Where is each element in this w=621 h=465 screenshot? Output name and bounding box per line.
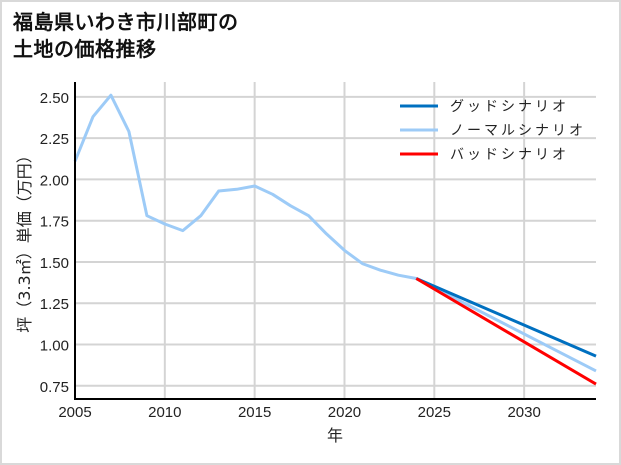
chart-title-line1: 福島県いわき市川部町の	[13, 10, 239, 34]
axes	[74, 82, 596, 400]
x-tick-label: 2010	[148, 404, 181, 421]
y-axis-label: 坪（3.3㎡）単価（万円）	[15, 147, 34, 332]
x-tick-label: 2025	[418, 404, 451, 421]
x-tick-label: 2015	[238, 404, 271, 421]
y-tick-label: 0.75	[40, 379, 69, 396]
series-line	[73, 93, 597, 373]
x-tick-label: 2020	[328, 404, 361, 421]
x-axis-label: 年	[327, 426, 343, 445]
series-line	[415, 277, 597, 358]
x-tick-label: 2005	[58, 404, 91, 421]
y-tick-label: 2.25	[40, 131, 69, 148]
x-tick-label: 2030	[507, 404, 540, 421]
legend-label: ノーマルシナリオ	[450, 123, 586, 139]
legend-label: バッドシナリオ	[450, 147, 569, 163]
y-tick-label: 2.50	[40, 90, 69, 107]
data-lines	[73, 93, 597, 386]
y-tick-label: 2.00	[40, 172, 69, 189]
legend-label: グッドシナリオ	[450, 99, 569, 115]
y-tick-label: 1.25	[40, 296, 69, 313]
y-tick-label: 1.75	[40, 214, 69, 231]
grid-lines	[75, 82, 596, 399]
series-line	[415, 277, 597, 386]
tick-labels: 0.75 1.00 1.25 1.50 1.75 2.00 2.25 2.50 2005 2010…	[40, 90, 541, 421]
chart-title: 福島県いわき市川部町の 土地の価格推移	[13, 9, 239, 63]
chart-title-line2: 土地の価格推移	[13, 37, 157, 61]
y-tick-label: 1.50	[40, 255, 69, 272]
y-tick-label: 1.00	[40, 338, 69, 355]
